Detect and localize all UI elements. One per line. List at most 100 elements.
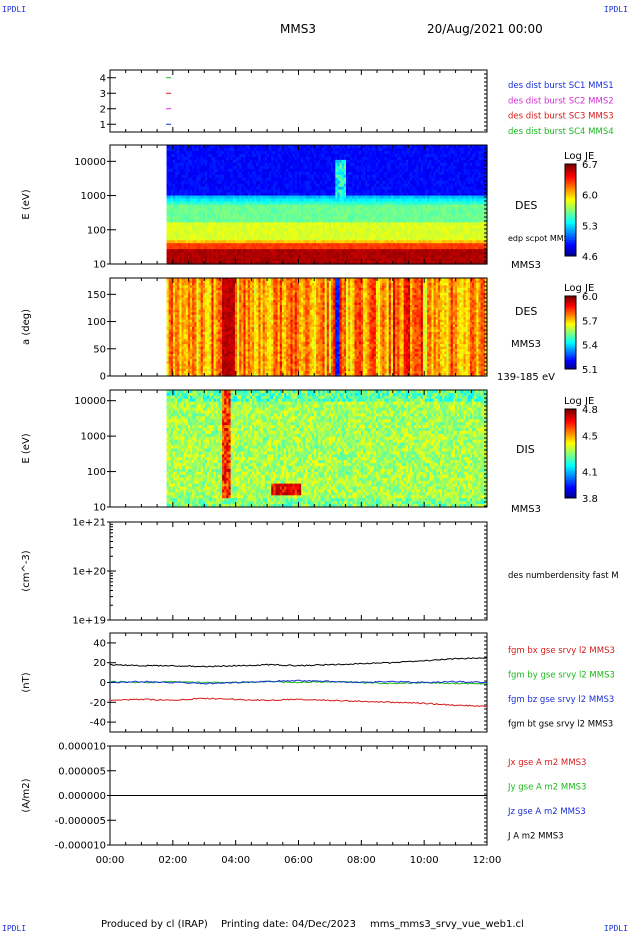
- des-energy-panel-cell: [187, 231, 191, 235]
- des-energy-panel-cell: [183, 186, 187, 191]
- des-energy-panel-cell: [277, 255, 281, 259]
- des-energy-panel-cell: [166, 162, 170, 167]
- des-energy-panel-cell: [215, 207, 219, 212]
- des-energy-panel-cell: [286, 210, 289, 215]
- des-energy-panel-cell: [305, 177, 309, 182]
- des-energy-panel-cell: [262, 145, 266, 149]
- des-energy-panel-cell: [245, 195, 249, 200]
- des-energy-panel-cell: [303, 246, 307, 250]
- des-energy-panel-cell: [252, 177, 255, 182]
- des-energy-panel-cell: [258, 165, 262, 170]
- des-energy-panel-cell: [266, 240, 270, 244]
- des-energy-panel-cell: [273, 180, 277, 185]
- des-energy-panel-cell: [262, 165, 266, 170]
- des-energy-panel-cell: [172, 145, 176, 149]
- des-energy-panel-cell: [170, 183, 174, 188]
- des-energy-panel-cell: [284, 156, 287, 161]
- des-energy-panel-cell: [202, 249, 206, 253]
- des-energy-panel-cell: [200, 150, 204, 155]
- des-energy-panel-cell: [170, 234, 174, 238]
- des-energy-panel-cell: [207, 222, 210, 226]
- des-energy-panel-cell: [234, 219, 238, 223]
- des-energy-panel-cell: [166, 225, 170, 229]
- des-energy-panel-cell: [168, 258, 172, 262]
- des-energy-panel-cell: [198, 237, 202, 241]
- des-energy-panel-cell: [271, 243, 274, 247]
- des-energy-panel-cell: [198, 162, 202, 167]
- des-energy-panel-cell: [207, 255, 210, 259]
- des-energy-panel-cell: [170, 168, 174, 173]
- des-energy-panel-cell: [292, 213, 296, 218]
- des-energy-panel-cell: [271, 165, 274, 170]
- des-energy-panel-cell: [292, 231, 296, 235]
- des-energy-panel-cell: [192, 246, 195, 250]
- des-energy-panel-cell: [179, 213, 183, 218]
- des-energy-panel-cell: [290, 180, 294, 185]
- des-energy-panel-cell: [262, 201, 266, 206]
- des-energy-panel-cell: [226, 201, 230, 206]
- des-energy-panel-cell: [301, 228, 304, 232]
- des-energy-panel-cell: [292, 186, 296, 191]
- des-energy-panel-cell: [307, 147, 311, 152]
- des-energy-panel-cell: [277, 168, 281, 173]
- des-energy-panel-cell: [175, 174, 178, 179]
- des-energy-panel-cell: [271, 189, 274, 194]
- des-energy-panel-cell: [230, 147, 234, 152]
- des-energy-panel-cell: [254, 261, 257, 265]
- des-energy-panel-cell: [299, 156, 302, 161]
- des-energy-panel-cell: [170, 145, 174, 149]
- des-energy-panel-cell: [301, 162, 304, 167]
- des-energy-panel-cell: [275, 213, 279, 218]
- des-energy-panel-cell: [299, 186, 302, 191]
- des-energy-panel-cell: [273, 204, 277, 209]
- des-energy-panel-cell: [185, 231, 189, 235]
- des-energy-panel-cell: [207, 183, 210, 188]
- des-energy-panel-cell: [166, 145, 170, 149]
- des-energy-panel-cell: [286, 174, 289, 179]
- des-energy-panel-cell: [254, 201, 257, 206]
- des-energy-panel-cell: [219, 210, 223, 215]
- des-energy-panel-cell: [172, 165, 176, 170]
- des-energy-panel-cell: [256, 231, 260, 235]
- des-energy-panel-cell: [264, 183, 268, 188]
- des-energy-panel-cell: [254, 156, 257, 161]
- des-energy-panel-cell: [299, 195, 302, 200]
- des-energy-panel-cell: [256, 198, 260, 203]
- des-energy-panel-cell: [207, 240, 210, 244]
- des-energy-panel-cell: [290, 216, 294, 220]
- des-energy-panel-cell: [198, 174, 202, 179]
- des-energy-panel-cell: [284, 246, 287, 250]
- des-energy-panel-cell: [307, 210, 311, 215]
- des-energy-panel-cell: [219, 177, 223, 182]
- des-energy-panel-cell: [258, 192, 262, 197]
- des-energy-panel-cell: [279, 162, 283, 167]
- des-energy-panel-cell: [175, 249, 178, 253]
- des-energy-panel-cell: [294, 171, 298, 176]
- des-energy-panel-cell: [241, 216, 245, 220]
- des-energy-panel-cell: [232, 180, 236, 185]
- des-energy-panel-cell: [303, 177, 307, 182]
- des-energy-panel-cell: [245, 231, 249, 235]
- des-energy-panel-cell: [247, 210, 251, 215]
- des-energy-panel-cell: [284, 243, 287, 247]
- des-energy-panel-cell: [217, 180, 221, 185]
- des-energy-panel-cell: [258, 174, 262, 179]
- des-energy-panel-cell: [269, 240, 272, 244]
- des-energy-panel-cell: [269, 261, 272, 265]
- des-energy-panel-cell: [166, 189, 170, 194]
- des-energy-panel-cell: [252, 153, 255, 158]
- des-energy-panel-cell: [181, 171, 185, 176]
- des-energy-panel-cell: [226, 189, 230, 194]
- des-energy-panel-cell: [249, 228, 253, 232]
- des-energy-panel-cell: [286, 246, 289, 250]
- des-energy-panel-cell: [262, 159, 266, 164]
- des-energy-panel-cell: [258, 216, 262, 220]
- des-energy-panel-cell: [303, 162, 307, 167]
- des-energy-panel-cell: [179, 222, 183, 226]
- des-energy-panel-cell: [258, 186, 262, 191]
- des-energy-panel-cell: [222, 153, 225, 158]
- des-energy-panel-cell: [281, 183, 285, 188]
- des-energy-panel-cell: [183, 195, 187, 200]
- des-energy-panel-cell: [239, 201, 242, 206]
- des-energy-panel-cell: [307, 159, 311, 164]
